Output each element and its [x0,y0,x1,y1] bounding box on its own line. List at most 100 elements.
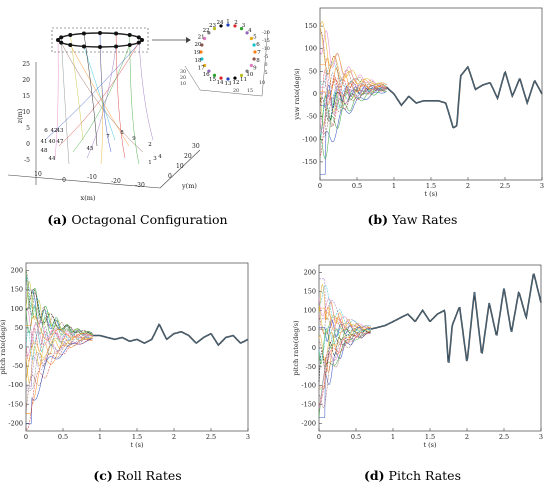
caption-b: (b) Yaw Rates [275,212,550,227]
chart-a-inset-agent-12 [233,76,237,80]
chart-c-series-agent-19 [26,316,93,341]
chart-a-trajectory-6 [83,46,116,141]
chart-c-ylabel: pitch rate(deg/s) [0,319,7,374]
chart-a-inset-label-17: 17 [198,66,205,72]
chart-a-ylabel: y(m) [181,182,197,190]
chart-a-ztick-3: 10 [22,109,30,116]
chart-a-inset-label-12: 12 [233,80,240,86]
chart-a-inset-agent-21 [203,36,207,41]
chart-c-xlabel: t (s) [130,441,144,449]
chart-d-xtick-label-2: 1 [391,433,395,441]
chart-d-ytick-label-2: 100 [304,306,316,314]
chart-d-series-agent-22 [319,330,371,390]
chart-a-trajectory-16 [138,37,154,141]
chart-d-ytick-label-1: 150 [304,287,316,295]
chart-a-inset-label-20: 20 [195,42,202,48]
chart-a-inset-label-24: 24 [216,20,223,26]
chart-b-series-agent-1 [320,91,387,175]
chart-d-series-agent-14 [318,331,371,404]
chart-c-xtick-label-0: 0 [24,433,28,441]
caption-a-tag: (a) [47,212,68,227]
chart-a-trajectory-3 [72,44,130,153]
chart-a-trajectory-13 [99,32,112,153]
chart-b-series-agent-12 [319,87,387,122]
chart-a-agent-top-4 [114,44,119,49]
chart-a-ground-label-0: 6 [44,128,48,134]
chart-a-xtick-4: 10 [34,171,42,178]
chart-b-xtick-label-4: 2 [466,182,470,190]
chart-a-y-axis [159,149,201,189]
chart-c-series-agent-12 [25,288,93,335]
chart-a-agent-top-15 [127,33,132,38]
chart-a-agent-top-10 [59,35,64,40]
chart-d-pitch: 0 0.5 1 1.5 2 2.5 3 200 150 100 50 0 -50 -100 -150 -200… [292,264,543,449]
chart-c-xtick-label-6: 3 [246,433,250,441]
chart-d-series-agent-15 [318,328,371,365]
chart-c-series-agent-13 [26,338,93,425]
chart-d-series-agent-18 [318,326,371,361]
chart-a-trajectory-7 [70,44,130,147]
chart-a-ground-label-2: 43 [57,128,64,134]
chart-a-ztick-1: 20 [22,77,30,84]
chart-c-series-agent-16 [26,337,93,389]
chart-a-ztick-6: -5 [24,157,30,164]
chart-a-agent-top-16 [136,35,141,40]
chart-b-ytick-label-3: 0 [313,90,317,98]
chart-c-roll: 0 0.5 1 1.5 2 2.5 3 200 150 100 50 0 -50 -100 -150 -200… [0,262,250,449]
chart-b-ytick-label-0: 150 [305,22,317,30]
chart-a-inset-tick-4: -15 [262,38,270,44]
caption-b-tag: (b) [367,212,389,227]
chart-a-inset-agent-16 [207,69,211,73]
chart-b-ylabel: yaw rate(deg/s) [293,68,301,121]
chart-b-series-agent-8 [319,31,387,87]
chart-b-axes-frame [319,7,543,181]
chart-c-series-agent-22 [26,337,93,391]
chart-c-xtick-label-4: 2 [172,433,176,441]
chart-a-agent-top-13 [98,31,102,35]
chart-a-inset-label-6: 6 [256,42,260,48]
chart-a-agent-top-1 [140,38,144,42]
chart-a-inset-agent-5 [249,36,253,41]
chart-a-inset-label-1: 1 [226,19,230,25]
chart-b-xtick-label-5: 2.5 [500,182,510,190]
chart-a-agent-top-7 [68,42,73,47]
chart-a-inset-label-8: 8 [256,58,260,64]
chart-c-xtick-label-5: 2.5 [206,433,216,441]
chart-a-ground-label-4: 40 [49,139,56,145]
chart-c-ytick-label-4: 0 [19,343,23,351]
chart-b-xtick-label-0: 0 [318,182,322,190]
chart-a-inset-tick-0: 30 [180,69,186,75]
chart-a-ground-label-13: 3 [153,156,157,162]
chart-b-xtick-label-3: 1.5 [426,182,436,190]
chart-c-series-consensus-overlay [92,324,249,346]
chart-c-series-agent-21 [25,323,93,357]
chart-a-xtick-2: -30 [135,182,145,189]
chart-a-inset-agent-7 [253,50,257,54]
chart-b-ytick-label-2: 50 [309,67,317,75]
chart-a-agent-top-8 [59,40,64,45]
chart-a-inset-agent-3 [239,27,244,31]
chart-a-inset-label-3: 3 [242,23,246,29]
chart-b-series-agent-7 [320,57,387,89]
panel-a: 25 20 15 10 5 0 -5 z(m) -10 -20 -30 0 10 x(m) 0 10 20 30 y… [0,0,275,205]
chart-c-ytick-label-3: 50 [15,324,23,332]
chart-a-agent-top-12 [81,31,86,36]
chart-b-xtick-label-2: 1 [392,182,396,190]
chart-a-xtick-3: 0 [62,177,66,184]
chart-a-trajectory-8 [60,42,144,153]
chart-a-inset-label-5: 5 [253,35,257,41]
chart-a-zoom-arrowhead [186,37,191,43]
caption-d-tag: (d) [363,468,385,483]
chart-a-inset-axis-2 [199,89,263,97]
chart-a-ground-label-9: 7 [106,134,110,140]
chart-a-inset-agent-23 [212,27,217,31]
chart-a-inset-agent-18 [200,57,204,61]
chart-c-ytick-label-7: -150 [8,400,23,408]
chart-a-x-axis [7,174,161,189]
chart-c-series-agent-14 [25,338,93,430]
chart-a-ytick-2: 20 [184,153,192,160]
chart-a-trajectory-15 [129,35,140,165]
chart-a-inset-label-18: 18 [195,58,202,64]
chart-c-ytick-label-2: 100 [11,305,23,313]
chart-a-trajectory-1 [44,39,143,141]
